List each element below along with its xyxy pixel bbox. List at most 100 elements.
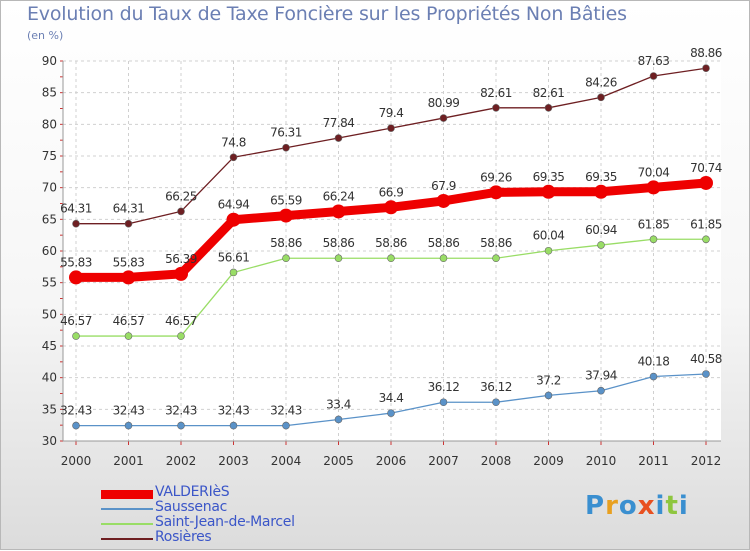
- y-tick-label: 65: [42, 212, 57, 226]
- logo-letter: i: [678, 491, 689, 521]
- legend-label: Rosières: [155, 529, 212, 545]
- data-point: [331, 204, 346, 219]
- data-label: 37.2: [536, 373, 561, 387]
- legend-item-rosieres[interactable]: Rosières: [101, 529, 361, 546]
- data-label: 58.86: [428, 236, 460, 250]
- y-unit-label: (en %): [27, 29, 64, 42]
- data-point: [544, 391, 553, 400]
- data-point: [387, 124, 395, 132]
- y-tick-label: 75: [42, 149, 57, 163]
- data-label: 79.4: [379, 106, 404, 120]
- data-label: 74.8: [221, 135, 246, 149]
- y-tick-label: 85: [42, 86, 57, 100]
- data-point: [229, 268, 238, 277]
- legend-swatch: [101, 508, 153, 510]
- data-point: [334, 415, 343, 424]
- data-point: [436, 193, 451, 208]
- data-label: 84.26: [585, 75, 617, 89]
- legend-swatch: [101, 523, 153, 525]
- data-label: 56.39: [165, 252, 197, 266]
- data-point: [492, 398, 500, 407]
- data-point: [282, 421, 290, 430]
- data-point: [594, 184, 608, 199]
- x-tick-label: 2004: [271, 454, 302, 468]
- data-point: [282, 254, 290, 263]
- data-label: 58.86: [323, 236, 355, 250]
- data-label: 36.12: [480, 380, 512, 394]
- data-label: 66.9: [379, 185, 404, 199]
- logo-letter: r: [605, 491, 619, 521]
- data-label: 70.04: [638, 165, 670, 179]
- data-label: 40.58: [690, 352, 722, 366]
- data-label: 58.86: [270, 236, 302, 250]
- data-point: [124, 219, 133, 228]
- data-point: [384, 200, 398, 215]
- data-label: 88.86: [690, 46, 722, 60]
- chart-title: Evolution du Taux de Taxe Foncière sur l…: [27, 3, 627, 25]
- data-point: [702, 370, 710, 378]
- legend-item-saussenac[interactable]: Saussenac: [101, 499, 361, 516]
- data-label: 80.99: [428, 96, 460, 110]
- proxiti-logo: Proxiti: [585, 491, 689, 521]
- data-point: [597, 241, 605, 249]
- x-tick-label: 2003: [218, 454, 249, 468]
- data-label: 76.31: [270, 126, 302, 140]
- data-label: 58.86: [375, 236, 407, 250]
- data-label: 40.18: [638, 355, 670, 369]
- y-tick-label: 45: [42, 339, 57, 353]
- data-label: 64.31: [60, 202, 92, 216]
- data-label: 66.25: [165, 189, 197, 203]
- data-point: [72, 219, 80, 228]
- data-label: 82.61: [480, 86, 512, 100]
- data-point: [699, 175, 713, 190]
- legend-item-saint-jean-de-marcel[interactable]: Saint-Jean-de-Marcel: [101, 514, 361, 531]
- x-tick-label: 2005: [323, 454, 354, 468]
- x-tick-label: 2010: [586, 454, 617, 468]
- legend-label: Saussenac: [155, 499, 227, 515]
- data-label: 64.31: [113, 202, 145, 216]
- x-tick-label: 2007: [428, 454, 459, 468]
- x-tick-label: 2009: [533, 454, 564, 468]
- data-point: [387, 409, 395, 417]
- data-point: [387, 254, 395, 263]
- data-point: [229, 153, 238, 162]
- logo-letter: x: [637, 491, 656, 521]
- y-tick-label: 50: [42, 307, 57, 321]
- data-point: [69, 270, 83, 285]
- data-label: 46.57: [60, 314, 92, 328]
- data-label: 87.63: [638, 54, 670, 68]
- data-point: [492, 104, 500, 112]
- y-tick-label: 40: [42, 371, 57, 385]
- y-tick-label: 90: [42, 54, 57, 68]
- data-label: 60.04: [533, 229, 565, 243]
- data-label: 67.9: [431, 179, 456, 193]
- data-point: [439, 254, 448, 263]
- legend-item-valderies[interactable]: VALDERIèS: [101, 484, 361, 501]
- data-label: 32.43: [270, 404, 302, 418]
- data-label: 65.59: [270, 194, 302, 208]
- data-label: 60.94: [585, 223, 617, 237]
- logo-letter: t: [665, 491, 679, 521]
- legend-label: Saint-Jean-de-Marcel: [155, 514, 295, 530]
- x-tick-label: 2012: [691, 454, 722, 468]
- y-tick-label: 60: [42, 244, 57, 258]
- data-label: 69.26: [480, 170, 512, 184]
- data-point: [334, 134, 343, 142]
- data-label: 61.85: [690, 217, 722, 231]
- data-point: [597, 93, 605, 102]
- data-point: [597, 386, 605, 395]
- data-label: 46.57: [113, 314, 145, 328]
- data-point: [646, 180, 661, 195]
- data-label: 66.24: [323, 189, 355, 203]
- data-point: [489, 185, 503, 200]
- legend: VALDERIèS Saussenac Saint-Jean-de-Marcel…: [101, 484, 361, 546]
- data-point: [279, 208, 293, 223]
- data-label: 36.12: [428, 380, 460, 394]
- data-point: [544, 104, 553, 112]
- data-point: [229, 421, 238, 430]
- data-point: [439, 114, 448, 122]
- data-point: [544, 246, 553, 255]
- data-point: [124, 332, 133, 340]
- data-point: [226, 212, 241, 227]
